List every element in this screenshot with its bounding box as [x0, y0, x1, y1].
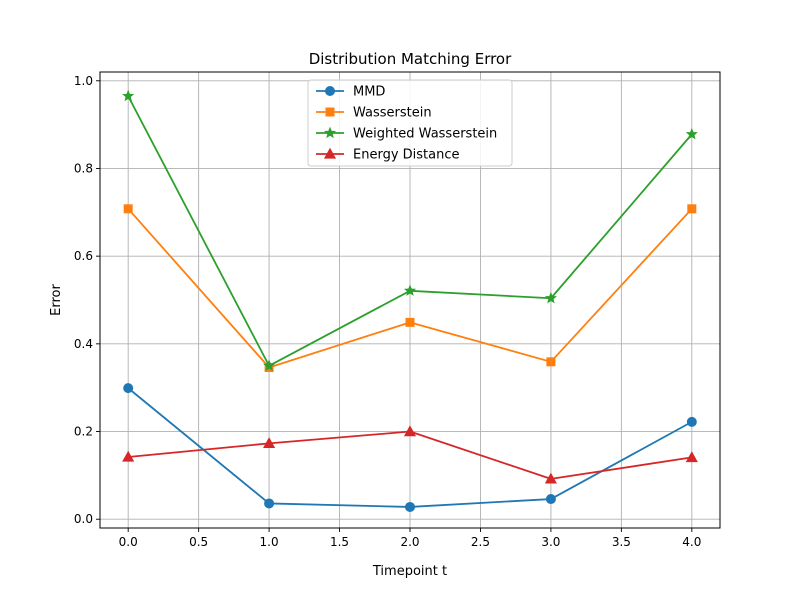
data-point-weighted-wasserstein [544, 291, 557, 304]
legend-marker [323, 126, 337, 139]
chart-title: Distribution Matching Error [309, 50, 512, 68]
legend-label: Energy Distance [353, 148, 460, 163]
legend-item-energy-distance: Energy Distance [316, 148, 460, 163]
x-tick-label: 1.0 [260, 535, 279, 549]
data-point-mmd [123, 383, 134, 394]
series-mmd [123, 383, 697, 512]
data-point-weighted-wasserstein [263, 359, 276, 371]
y-tick-label: 0.0 [74, 512, 93, 526]
legend-item-mmd: MMD [316, 85, 385, 100]
data-point-wasserstein [123, 204, 133, 214]
series-group [122, 89, 698, 512]
legend-box [307, 79, 513, 167]
x-tick-label: 3.5 [612, 535, 631, 549]
series-energy-distance [122, 425, 698, 484]
legend-marker [325, 86, 335, 96]
data-point-weighted-wasserstein [685, 127, 698, 140]
data-point-wasserstein [546, 357, 556, 367]
legend: MMD Wasserstein Weighted Wasserstein Energy… [307, 79, 513, 167]
x-tick-label: 2.0 [400, 535, 419, 549]
data-point-energy-distance [403, 425, 417, 437]
data-point-weighted-wasserstein [122, 89, 135, 102]
ticks: 0.0 0.5 1.0 1.5 2.0 2.5 3.0 3.5 4.0 0.0 0.2 0.4 0.6 0… [74, 74, 701, 549]
data-point-weighted-wasserstein [403, 284, 417, 296]
y-tick-label: 0.8 [74, 161, 93, 175]
y-tick-label: 0.4 [74, 337, 93, 351]
data-point-mmd [264, 498, 275, 509]
data-point-mmd [686, 416, 697, 427]
x-tick-label: 2.5 [471, 535, 490, 549]
legend-label: MMD [353, 85, 385, 100]
data-point-mmd [545, 494, 556, 505]
x-tick-label: 3.0 [541, 535, 560, 549]
data-point-energy-distance [544, 472, 557, 484]
data-point-energy-distance [685, 451, 698, 463]
x-tick-label: 1.5 [330, 535, 349, 549]
legend-marker [323, 147, 337, 159]
data-point-mmd [405, 501, 415, 512]
legend-marker [325, 107, 335, 117]
legend-label: Wasserstein [353, 106, 432, 121]
x-axis-label: Timepoint t [372, 564, 447, 579]
y-tick-label: 0.6 [74, 249, 93, 263]
y-axis-label: Error [49, 284, 64, 316]
data-point-wasserstein [405, 317, 415, 327]
legend-label: Weighted Wasserstein [353, 127, 497, 142]
data-point-wasserstein [687, 204, 697, 214]
y-tick-label: 1.0 [74, 74, 93, 88]
x-tick-label: 0.5 [189, 535, 208, 549]
legend-item-wasserstein: Wasserstein [316, 106, 432, 121]
legend-item-weighted-wasserstein: Weighted Wasserstein [316, 127, 497, 142]
x-tick-label: 4.0 [682, 535, 701, 549]
y-tick-label: 0.2 [74, 425, 93, 439]
data-point-energy-distance [263, 437, 276, 449]
x-tick-label: 0.0 [119, 535, 138, 549]
series-weighted-wasserstein [122, 89, 698, 371]
data-point-energy-distance [122, 450, 135, 462]
